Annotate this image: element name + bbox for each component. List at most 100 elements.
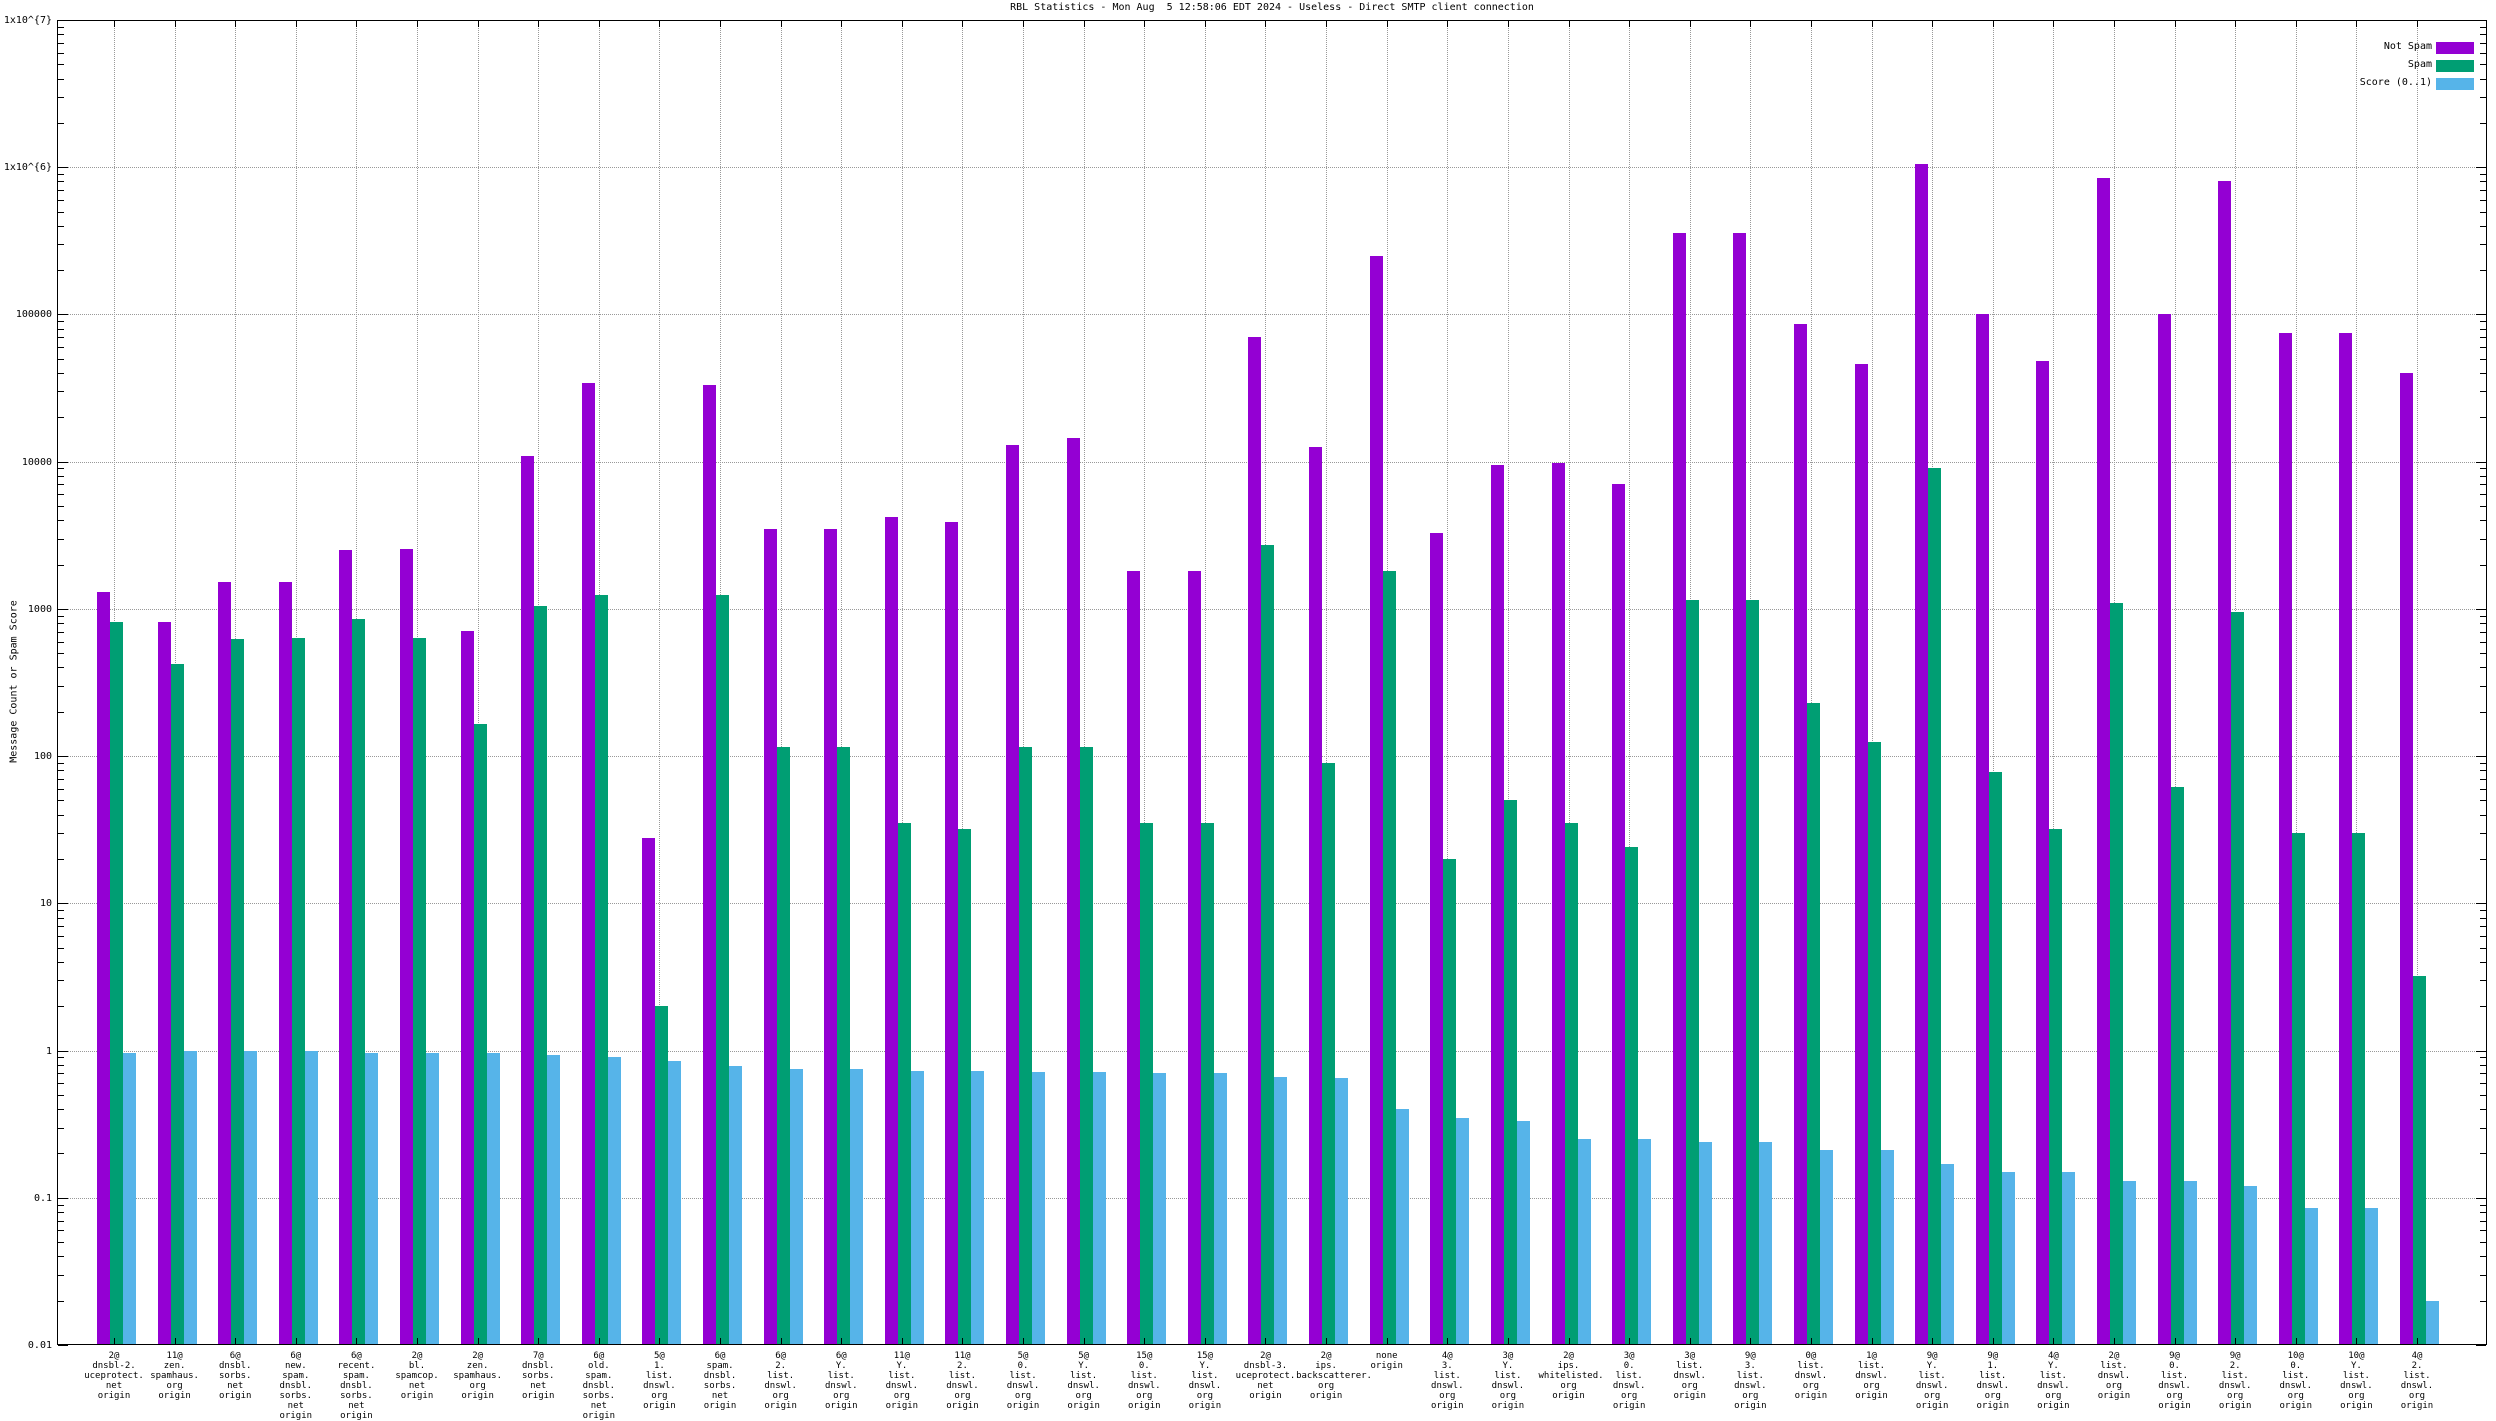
bar-spam: [655, 1006, 669, 1344]
bar-not-spam: [2399, 373, 2413, 1344]
y-minor-tick: [58, 685, 64, 687]
v-gridline: [2174, 20, 2176, 1345]
x-tick: [2416, 1338, 2418, 1344]
x-category-label: 5@ Y. list. dnswl. org origin: [1067, 1351, 1100, 1411]
x-category-label: 15@ 0. list. dnswl. org origin: [1128, 1351, 1161, 1411]
v-gridline: [901, 20, 903, 1345]
y-minor-tick: [58, 96, 64, 98]
v-gridline: [1810, 20, 1812, 1345]
bar-spam: [1928, 468, 1942, 1344]
bar-not-spam: [460, 630, 474, 1344]
x-category-label: 0@ list. dnswl. org origin: [1794, 1351, 1828, 1401]
y-minor-tick: [58, 373, 64, 375]
y-minor-tick: [2480, 78, 2486, 80]
x-tick: [1871, 21, 1873, 27]
y-minor-tick: [58, 778, 64, 780]
y-minor-tick: [58, 42, 64, 44]
v-gridline: [2053, 20, 2055, 1345]
bar-not-spam: [2218, 181, 2232, 1344]
y-minor-tick: [2480, 910, 2486, 912]
y-minor-tick: [2480, 42, 2486, 44]
legend-swatch-score: [2436, 78, 2474, 90]
x-category-label: 15@ Y. list. dnswl. org origin: [1188, 1351, 1222, 1411]
bar-not-spam: [1672, 232, 1686, 1344]
y-minor-tick: [2480, 711, 2486, 713]
y-minor-tick: [2480, 1204, 2486, 1206]
y-major-tick: [2476, 1345, 2486, 1346]
y-minor-tick: [2480, 181, 2486, 183]
x-tick: [2356, 21, 2358, 27]
x-tick: [901, 21, 903, 27]
y-minor-tick: [2480, 1057, 2486, 1059]
x-tick: [659, 21, 661, 27]
bar-score: [2001, 1171, 2015, 1344]
bar-not-spam: [2036, 361, 2050, 1344]
x-tick: [1326, 1338, 1328, 1344]
y-minor-tick: [58, 1220, 64, 1222]
h-gridline: [57, 167, 2487, 169]
y-minor-tick: [2480, 328, 2486, 330]
x-tick: [2295, 1338, 2297, 1344]
x-tick: [1326, 21, 1328, 27]
bar-score: [1819, 1150, 1833, 1344]
x-tick: [598, 21, 600, 27]
y-minor-tick: [2480, 859, 2486, 860]
y-minor-tick: [58, 225, 64, 227]
bar-spam: [1746, 599, 1760, 1344]
x-category-label: 2@ dnsbl-2. uceprotect. net origin: [84, 1351, 144, 1401]
y-major-tick: [2476, 167, 2486, 169]
x-tick: [1629, 21, 1631, 27]
bar-score: [2122, 1181, 2136, 1344]
y-tick-label: 1000: [27, 603, 52, 615]
y-major-tick: [2476, 20, 2486, 21]
y-minor-tick: [58, 917, 64, 919]
x-tick: [1750, 1338, 1752, 1344]
y-minor-tick: [2480, 770, 2486, 772]
y-minor-tick: [2480, 122, 2486, 124]
bar-spam: [958, 828, 972, 1344]
bar-score: [1032, 1071, 1046, 1344]
bar-spam: [716, 594, 730, 1344]
bar-spam: [473, 724, 487, 1344]
y-tick-label: 1: [45, 1045, 52, 1057]
v-gridline: [1326, 20, 1328, 1345]
x-tick: [1386, 1338, 1388, 1344]
y-major-tick: [2476, 756, 2486, 758]
bar-spam: [1322, 762, 1336, 1344]
x-category-label: 6@ spam. dnsbl. sorbs. net origin: [703, 1351, 737, 1411]
y-major-tick: [2476, 1050, 2486, 1052]
x-tick: [1629, 1338, 1631, 1344]
x-tick: [417, 1338, 419, 1344]
x-tick: [2174, 21, 2176, 27]
y-minor-tick: [58, 762, 64, 764]
x-tick: [2113, 21, 2115, 27]
y-minor-tick: [2480, 96, 2486, 98]
y-minor-tick: [58, 181, 64, 183]
bar-not-spam: [1309, 447, 1323, 1344]
legend-swatch-spam: [2436, 60, 2474, 72]
x-tick: [356, 21, 358, 27]
x-category-label: 7@ dnsbl. sorbs. net origin: [521, 1351, 555, 1401]
bar-not-spam: [763, 528, 777, 1344]
y-minor-tick: [2480, 373, 2486, 375]
bar-spam: [1079, 747, 1093, 1344]
x-tick: [295, 21, 297, 27]
legend-label: Not Spam: [2383, 41, 2432, 52]
x-category-label: 4@ 3. list. dnswl. org origin: [1431, 1351, 1464, 1411]
bar-spam: [2231, 612, 2245, 1344]
bar-score: [2365, 1208, 2379, 1344]
x-tick: [962, 21, 964, 27]
bar-score: [2062, 1171, 2076, 1344]
bar-score: [2304, 1208, 2318, 1344]
bar-spam: [1988, 771, 2002, 1344]
bar-score: [1577, 1139, 1591, 1344]
bar-score: [2425, 1300, 2439, 1344]
y-minor-tick: [2480, 762, 2486, 764]
x-category-label: 6@ old. spam. dnsbl. sorbs. net origin: [582, 1351, 616, 1421]
bar-score: [1759, 1141, 1773, 1344]
y-major-tick: [58, 608, 68, 610]
bar-score: [486, 1052, 500, 1344]
h-gridline: [57, 461, 2487, 463]
y-minor-tick: [58, 64, 64, 66]
bar-score: [183, 1050, 197, 1344]
